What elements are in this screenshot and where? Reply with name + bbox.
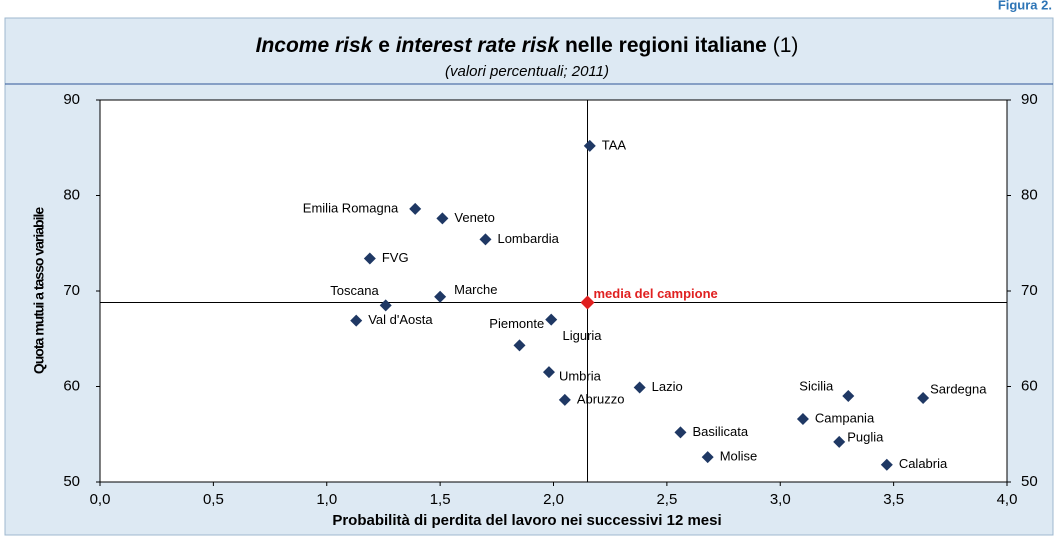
y-tick-label: 80 (63, 186, 80, 203)
title-part: e (372, 34, 395, 57)
data-point (363, 252, 376, 265)
data-point (542, 366, 555, 379)
data-point (434, 290, 447, 303)
point-label: Val d'Aosta (368, 312, 433, 327)
data-point (558, 393, 571, 406)
y-tick-label: 70 (63, 282, 80, 299)
title-part: nelle regioni italiane (559, 34, 773, 57)
point-label: Abruzzo (577, 391, 625, 406)
data-point (796, 412, 809, 425)
point-label: Umbria (559, 369, 602, 384)
data-point (545, 313, 558, 326)
data-point (583, 139, 596, 152)
mean-point (580, 295, 595, 310)
data-point (436, 212, 449, 225)
point-label: Sicilia (799, 378, 834, 393)
data-point (917, 391, 930, 404)
plot-area (99, 99, 1008, 483)
data-point (880, 458, 893, 471)
point-label: Lombardia (497, 231, 559, 246)
point-label: TAA (602, 137, 627, 152)
data-point (633, 381, 646, 394)
data-point (479, 233, 492, 246)
data-point (701, 451, 714, 464)
y-tick-label: 90 (63, 91, 80, 108)
x-tick-label: 2,0 (543, 491, 564, 508)
point-label: Campania (815, 410, 875, 425)
title-part: Income risk (256, 34, 374, 57)
x-axis-label: Probabilità di perdita del lavoro nei su… (332, 512, 721, 529)
figure-label: Figura 2. (998, 0, 1052, 12)
data-point (833, 435, 846, 448)
y2-tick-label: 70 (1021, 282, 1038, 299)
x-tick-label: 2,5 (656, 491, 677, 508)
point-label: FVG (382, 250, 409, 265)
title-part: interest rate risk (396, 34, 561, 57)
data-point (513, 339, 526, 352)
y2-tick-label: 90 (1021, 91, 1038, 108)
data-point (350, 314, 363, 327)
mean-label: media del campione (594, 286, 718, 301)
point-label: Toscana (330, 283, 379, 298)
data-point (409, 202, 422, 215)
y-tick-label: 60 (63, 377, 80, 394)
y2-tick-label: 80 (1021, 186, 1038, 203)
x-tick-label: 3,5 (883, 491, 904, 508)
point-label: Basilicata (692, 424, 748, 439)
x-tick-label: 4,0 (997, 491, 1018, 508)
x-tick-label: 0,0 (90, 491, 111, 508)
x-tick-label: 1,5 (430, 491, 451, 508)
point-label: Lazio (652, 379, 683, 394)
x-tick-label: 1,0 (316, 491, 337, 508)
y2-tick-label: 50 (1021, 473, 1038, 490)
y-axis-label: Quota mutui a tasso variabile (31, 207, 47, 374)
y-tick-label: 50 (63, 473, 80, 490)
point-label: Sardegna (930, 381, 987, 396)
point-label: Piemonte (489, 316, 544, 331)
point-label: Marche (454, 282, 497, 297)
point-label: Puglia (847, 429, 884, 444)
point-label: Calabria (899, 456, 948, 471)
x-tick-label: 3,0 (770, 491, 791, 508)
data-point (842, 390, 855, 403)
point-label: Molise (720, 449, 758, 464)
data-point (674, 426, 687, 439)
data-point (379, 299, 392, 312)
point-label: Liguria (562, 328, 602, 343)
chart-subtitle: (valori percentuali; 2011) (445, 63, 609, 80)
title-part: (1) (773, 34, 799, 57)
y2-tick-label: 60 (1021, 377, 1038, 394)
x-tick-label: 0,5 (203, 491, 224, 508)
point-label: Veneto (454, 210, 495, 225)
chart-title: Income risk e interest rate risk nelle r… (256, 34, 799, 57)
point-label: Emilia Romagna (303, 200, 399, 215)
